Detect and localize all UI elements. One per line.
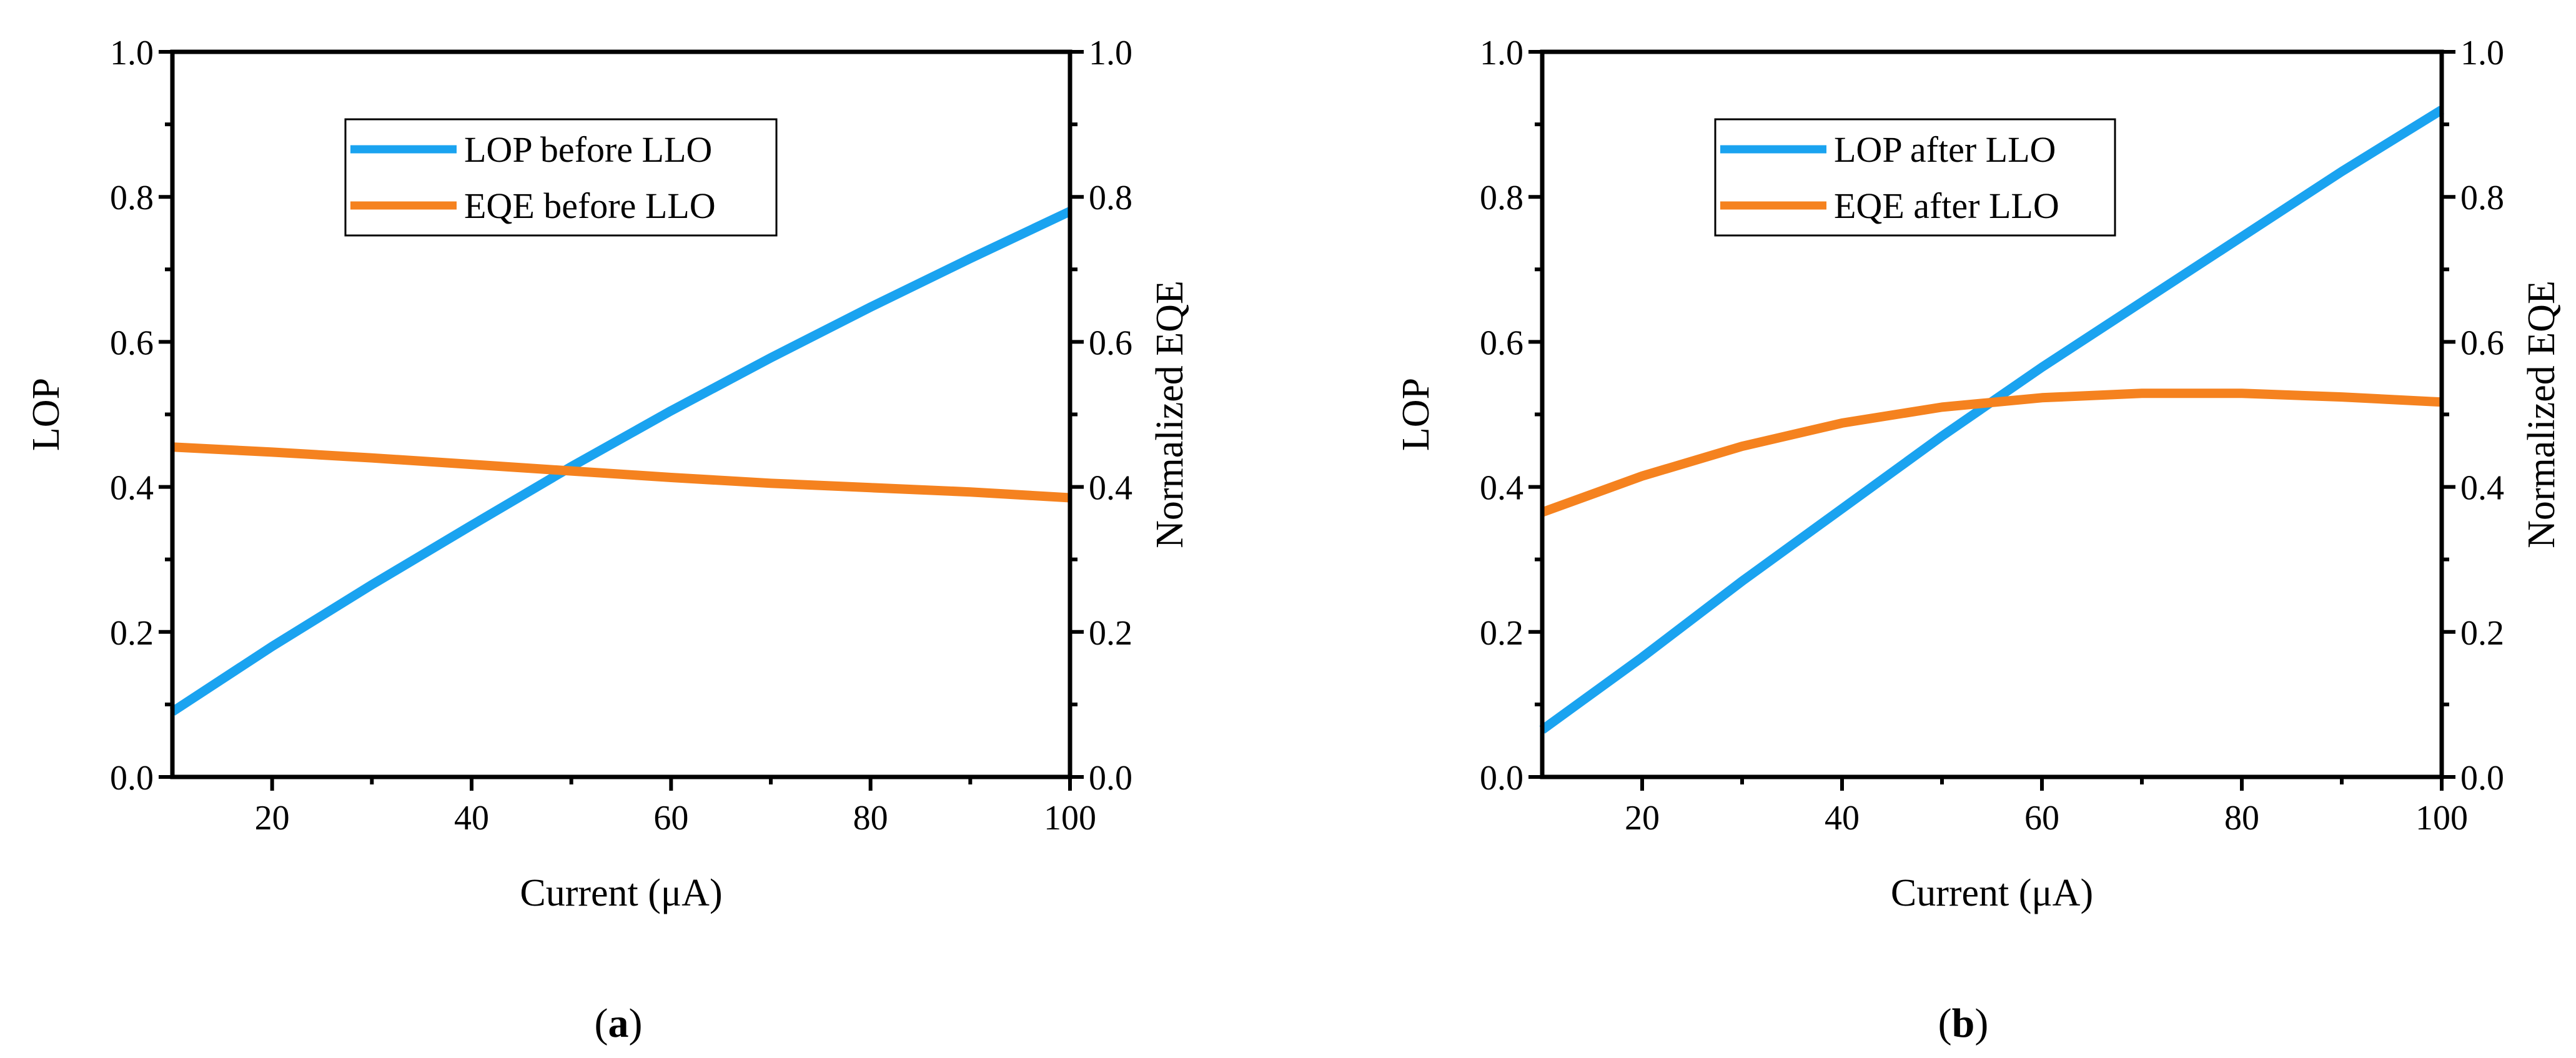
panel-b-ticks: 20 40 60 80 1000.00.20.40.60.81.00.00.20.40.… (1480, 34, 2504, 838)
panel-b-x-tick-label: 40 (1825, 799, 1860, 838)
panel-b-legend-label-eqe: EQE after LLO (1834, 185, 2059, 226)
panel-b-legend-label-lop: LOP after LLO (1834, 129, 2056, 170)
panel-a-y-right-tick-label: 1.0 (1089, 34, 1132, 72)
panel-a-y-right-tick-label: 0.0 (1089, 759, 1132, 798)
panel-a-y-left-tick-label: 0.6 (110, 324, 154, 362)
panel-a-y-left-tick-label: 0.0 (110, 759, 154, 798)
panel-a: 20 40 60 80 1000.00.20.40.60.81.00.00.20.40.… (25, 34, 1191, 1046)
panel-b-x-tick-label: 20 (1625, 799, 1660, 838)
panel-b-y-left-tick-label: 0.0 (1480, 759, 1523, 798)
panel-b-y-left-tick-label: 0.6 (1480, 324, 1523, 362)
panel-a-y-axis-label-left: LOP (25, 378, 67, 451)
panel-b-y-right-tick-label: 0.6 (2460, 324, 2504, 362)
panel-b-y-left-tick-label: 1.0 (1480, 34, 1523, 72)
panel-a-x-tick-label: 100 (1044, 799, 1096, 838)
panel-a-y-left-tick-label: 0.2 (110, 614, 154, 653)
panel-b-y-right-tick-label: 0.2 (2460, 614, 2504, 653)
panel-b-y-right-tick-label: 0.0 (2460, 759, 2504, 798)
panel-b-y-left-tick-label: 0.8 (1480, 179, 1523, 217)
panel-b-series-eqe-after-llo (1540, 388, 2442, 517)
panel-a-caption-letter: a (608, 1001, 629, 1046)
panel-a-legend-box (344, 118, 778, 237)
panel-b-x-tick-label: 60 (2024, 799, 2059, 838)
panel-b-y-axis-label-right: Normalized EQE (2520, 280, 2563, 548)
panel-a-y-right-tick-label: 0.4 (1089, 469, 1132, 508)
panel-a-legend: LOP before LLO EQE before LLO (344, 118, 778, 237)
panel-a-x-tick-label: 80 (853, 799, 888, 838)
panel-b-caption-letter: b (1952, 1001, 1975, 1046)
panel-a-y-right-tick-label: 0.8 (1089, 179, 1132, 217)
panel-a-series (169, 207, 1073, 716)
panel-b-x-axis-label: Current (μA) (1891, 872, 2093, 914)
panel-b-x-tick-label: 100 (2415, 799, 2468, 838)
panel-a-series-eqe-before-llo (172, 442, 1071, 503)
panel-b-y-left-tick-label: 0.2 (1480, 614, 1523, 653)
panel-b: 20 40 60 80 1000.00.20.40.60.81.00.00.20.40.… (1395, 34, 2563, 1046)
panel-b-legend: LOP after LLO EQE after LLO (1714, 118, 2116, 237)
panel-a-x-axis-label: Current (μA) (520, 872, 722, 914)
panel-a-y-left-tick-label: 0.8 (110, 179, 154, 217)
panel-b-series (1539, 106, 2444, 734)
panel-a-caption: (a) (595, 1001, 643, 1046)
panel-a-series-lop-before-llo (169, 207, 1073, 716)
panel-b-y-left-tick-label: 0.4 (1480, 469, 1523, 508)
panel-b-legend-box (1714, 118, 2116, 237)
panel-a-y-axis-label-right: Normalized EQE (1149, 280, 1191, 548)
panel-a-legend-label-eqe: EQE before LLO (464, 185, 716, 226)
panel-b-y-right-tick-label: 0.8 (2460, 179, 2504, 217)
panel-a-y-left-tick-label: 0.4 (110, 469, 154, 508)
panel-b-y-axis-label-left: LOP (1395, 378, 1437, 451)
panel-a-y-right-tick-label: 0.6 (1089, 324, 1132, 362)
panel-a-x-tick-label: 60 (653, 799, 688, 838)
panel-a-y-right-tick-label: 0.2 (1089, 614, 1132, 653)
panel-a-ticks: 20 40 60 80 1000.00.20.40.60.81.00.00.20.40.… (110, 34, 1132, 838)
panel-a-x-tick-label: 20 (255, 799, 290, 838)
panel-a-x-tick-label: 40 (454, 799, 489, 838)
panel-a-y-left-tick-label: 1.0 (110, 34, 154, 72)
panel-a-legend-label-lop: LOP before LLO (464, 129, 712, 170)
panel-b-y-right-tick-label: 0.4 (2460, 469, 2504, 508)
panel-b-x-tick-label: 80 (2224, 799, 2259, 838)
panel-b-y-right-tick-label: 1.0 (2460, 34, 2504, 72)
panel-b-caption: (b) (1938, 1001, 1989, 1046)
